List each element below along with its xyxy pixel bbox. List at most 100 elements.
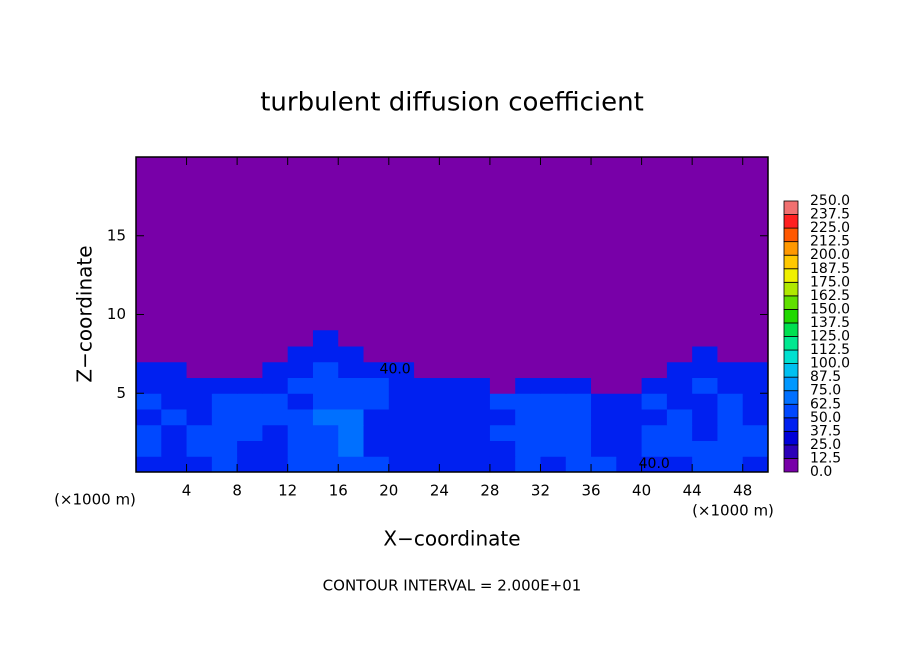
cell bbox=[414, 409, 440, 426]
cell bbox=[211, 440, 238, 457]
cell bbox=[161, 440, 188, 457]
cell bbox=[717, 330, 744, 347]
cell bbox=[489, 377, 516, 394]
cell bbox=[717, 346, 744, 363]
colorbar-label: 200.0 bbox=[810, 247, 850, 263]
cell bbox=[186, 346, 213, 363]
cell bbox=[136, 440, 162, 457]
colorbar-label: 112.5 bbox=[810, 342, 850, 358]
cell bbox=[136, 361, 162, 378]
cell bbox=[439, 409, 466, 426]
cell bbox=[211, 346, 238, 363]
cell bbox=[136, 346, 162, 363]
cell bbox=[489, 393, 516, 410]
colorbar-label: 187.5 bbox=[810, 261, 850, 277]
cell bbox=[262, 440, 289, 457]
x-tick-label: 32 bbox=[531, 482, 550, 500]
cell bbox=[211, 424, 238, 441]
cell bbox=[641, 330, 668, 347]
colorbar-label: 137.5 bbox=[810, 315, 850, 331]
cell bbox=[515, 361, 541, 378]
cell bbox=[540, 346, 567, 363]
cell bbox=[616, 330, 643, 347]
cell bbox=[717, 440, 744, 457]
cell bbox=[717, 456, 744, 473]
cell bbox=[515, 393, 541, 410]
cell bbox=[287, 409, 314, 426]
cell bbox=[616, 424, 643, 441]
cell bbox=[237, 409, 263, 426]
cell bbox=[312, 377, 339, 394]
colorbar-swatch bbox=[783, 444, 799, 459]
cell bbox=[161, 346, 188, 363]
cell bbox=[717, 361, 744, 378]
cell bbox=[641, 456, 668, 473]
cell bbox=[388, 409, 415, 426]
colorbar-swatch bbox=[783, 200, 799, 215]
cell bbox=[692, 456, 718, 473]
cell bbox=[666, 456, 693, 473]
cell bbox=[717, 377, 744, 394]
cell bbox=[641, 424, 668, 441]
cell bbox=[464, 456, 491, 473]
cell bbox=[363, 377, 390, 394]
cell bbox=[161, 361, 188, 378]
cell bbox=[717, 393, 744, 410]
cell bbox=[414, 377, 440, 394]
cell bbox=[338, 424, 365, 441]
cell bbox=[464, 361, 491, 378]
cell bbox=[363, 361, 390, 378]
cell bbox=[338, 456, 365, 473]
cell bbox=[211, 361, 238, 378]
contour-label: 40.0 bbox=[380, 362, 411, 378]
cell bbox=[287, 424, 314, 441]
y-tick-label: 15 bbox=[107, 226, 126, 244]
colorbar-label: 225.0 bbox=[810, 220, 850, 236]
cell bbox=[742, 346, 769, 363]
x-tick-label: 40 bbox=[632, 482, 651, 500]
colorbar-swatch bbox=[783, 281, 799, 297]
cell bbox=[136, 330, 162, 347]
cell bbox=[388, 424, 415, 441]
cell bbox=[363, 409, 390, 426]
cell bbox=[666, 330, 693, 347]
colorbar-swatch bbox=[783, 403, 799, 419]
cell bbox=[540, 456, 567, 473]
cell bbox=[388, 361, 415, 378]
cell bbox=[186, 393, 213, 410]
cell bbox=[439, 346, 466, 363]
cell bbox=[692, 377, 718, 394]
cell bbox=[489, 440, 516, 457]
cell bbox=[540, 393, 567, 410]
cell bbox=[363, 393, 390, 410]
cell bbox=[312, 330, 339, 347]
cell bbox=[211, 456, 238, 473]
cell bbox=[439, 377, 466, 394]
colorbar-swatch bbox=[783, 430, 799, 446]
cell bbox=[565, 361, 592, 378]
cell bbox=[262, 330, 289, 347]
colorbar-swatch bbox=[783, 376, 799, 392]
colorbar-swatch bbox=[783, 214, 799, 229]
cell bbox=[312, 409, 339, 426]
cell bbox=[414, 393, 440, 410]
colorbar-label: 12.5 bbox=[810, 450, 841, 466]
colorbar-swatch bbox=[783, 458, 799, 473]
cell bbox=[616, 361, 643, 378]
cell bbox=[489, 424, 516, 441]
colorbar-label: 250.0 bbox=[810, 193, 850, 209]
x-tick-label: 16 bbox=[329, 482, 348, 500]
cell bbox=[565, 440, 592, 457]
cell bbox=[439, 424, 466, 441]
footnote: CONTOUR INTERVAL = 2.000E+01 bbox=[323, 577, 582, 595]
cell bbox=[237, 330, 263, 347]
cell bbox=[591, 377, 617, 394]
cell bbox=[540, 409, 567, 426]
colorbar-label: 0.0 bbox=[810, 464, 832, 480]
cell bbox=[287, 377, 314, 394]
cell bbox=[211, 409, 238, 426]
colorbar-label: 175.0 bbox=[810, 274, 850, 290]
cell bbox=[565, 409, 592, 426]
cell bbox=[565, 377, 592, 394]
x-tick-label: 4 bbox=[182, 482, 192, 500]
